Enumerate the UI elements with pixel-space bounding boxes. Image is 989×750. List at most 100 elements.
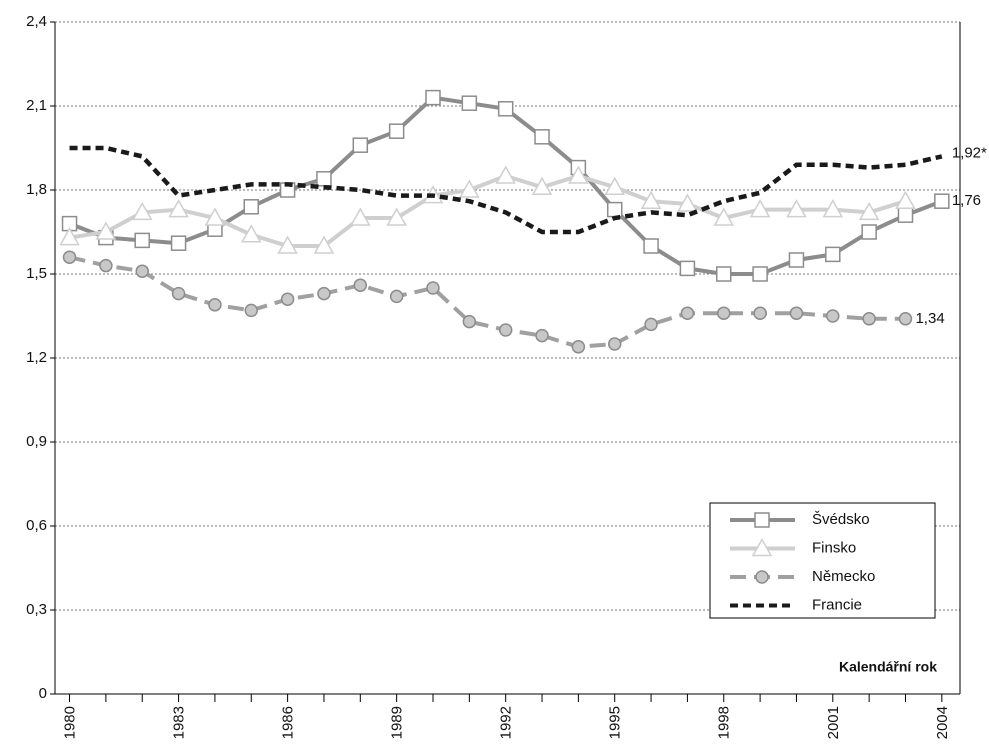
x-axis-label: Kalendářní rok — [839, 659, 937, 675]
marker — [388, 123, 405, 139]
marker — [789, 306, 804, 320]
y-tick-label: 0 — [39, 685, 47, 702]
marker — [751, 537, 773, 557]
series-line — [69, 173, 907, 248]
x-tick-label: 2004 — [934, 706, 951, 739]
x-tick-label: 1995 — [607, 706, 624, 739]
legend-label: Finsko — [812, 539, 856, 556]
x-tick-label: 2001 — [825, 706, 842, 739]
marker — [498, 323, 513, 337]
y-tick-label: 2,4 — [26, 13, 47, 30]
marker — [204, 207, 226, 226]
marker — [316, 171, 332, 187]
marker — [680, 306, 695, 320]
marker — [754, 512, 770, 528]
marker — [753, 306, 767, 320]
marker — [131, 201, 153, 221]
marker — [862, 312, 876, 326]
marker — [531, 176, 553, 195]
marker — [134, 232, 150, 249]
y-tick-label: 0,9 — [26, 433, 47, 450]
y-tick-label: 0,6 — [26, 517, 47, 534]
marker — [861, 224, 877, 240]
marker — [425, 89, 441, 106]
marker — [643, 238, 659, 254]
y-tick-label: 0,3 — [26, 601, 47, 618]
marker — [898, 312, 913, 326]
marker — [755, 570, 769, 584]
marker — [858, 201, 880, 221]
marker — [99, 258, 113, 273]
marker — [679, 260, 696, 277]
marker — [786, 199, 807, 218]
marker — [353, 278, 368, 292]
marker — [571, 340, 586, 354]
marker — [135, 264, 149, 278]
marker — [749, 199, 771, 218]
series-line — [69, 145, 943, 235]
marker — [317, 286, 331, 301]
series-line — [68, 95, 943, 276]
marker — [895, 190, 916, 209]
y-tick-label: 1,2 — [26, 349, 47, 366]
legend-label: Francie — [812, 596, 862, 613]
x-tick-label: 1980 — [62, 706, 79, 739]
marker — [497, 101, 514, 117]
end-label: 1,76 — [952, 192, 981, 209]
marker — [171, 286, 186, 301]
marker — [277, 235, 298, 254]
y-tick-label: 2,1 — [26, 97, 47, 114]
marker — [59, 227, 80, 246]
marker — [462, 314, 477, 329]
marker — [535, 328, 549, 343]
marker — [459, 179, 480, 198]
marker — [607, 337, 622, 351]
end-label: 1,34 — [915, 310, 944, 327]
marker — [644, 317, 658, 332]
marker — [170, 235, 187, 251]
marker — [717, 306, 731, 320]
marker — [934, 193, 950, 209]
marker — [389, 289, 404, 304]
marker — [716, 266, 732, 282]
series-line — [69, 255, 906, 349]
y-tick-label: 1,5 — [26, 265, 47, 282]
marker — [713, 207, 735, 226]
marker — [788, 252, 805, 268]
marker — [386, 207, 407, 226]
marker — [95, 221, 117, 240]
x-tick-label: 1983 — [171, 706, 188, 739]
marker — [752, 266, 768, 282]
marker — [461, 95, 478, 111]
x-tick-label: 1986 — [280, 706, 297, 739]
marker — [240, 224, 262, 243]
legend-label: Německo — [812, 568, 875, 585]
legend-label: Švédsko — [812, 511, 870, 528]
marker — [243, 199, 260, 215]
marker — [534, 129, 550, 145]
legend-box — [709, 502, 936, 619]
marker — [826, 309, 840, 323]
marker — [606, 201, 623, 218]
x-tick-label: 1989 — [389, 706, 406, 739]
marker — [208, 298, 222, 312]
y-tick-label: 1,8 — [26, 181, 47, 198]
marker — [568, 165, 589, 184]
marker — [244, 303, 259, 318]
legend: Švédsko Finsko Německo Francie — [709, 502, 936, 619]
marker — [604, 176, 626, 195]
marker — [897, 207, 914, 223]
marker — [350, 207, 371, 226]
x-tick-label: 1992 — [498, 706, 515, 739]
marker — [677, 193, 698, 212]
marker — [825, 246, 841, 263]
marker — [640, 190, 662, 209]
marker — [822, 199, 844, 218]
marker — [168, 199, 189, 218]
marker — [495, 165, 516, 184]
marker — [62, 250, 77, 264]
x-tick-label: 1998 — [716, 706, 733, 739]
marker — [280, 292, 295, 306]
marker — [313, 235, 335, 254]
